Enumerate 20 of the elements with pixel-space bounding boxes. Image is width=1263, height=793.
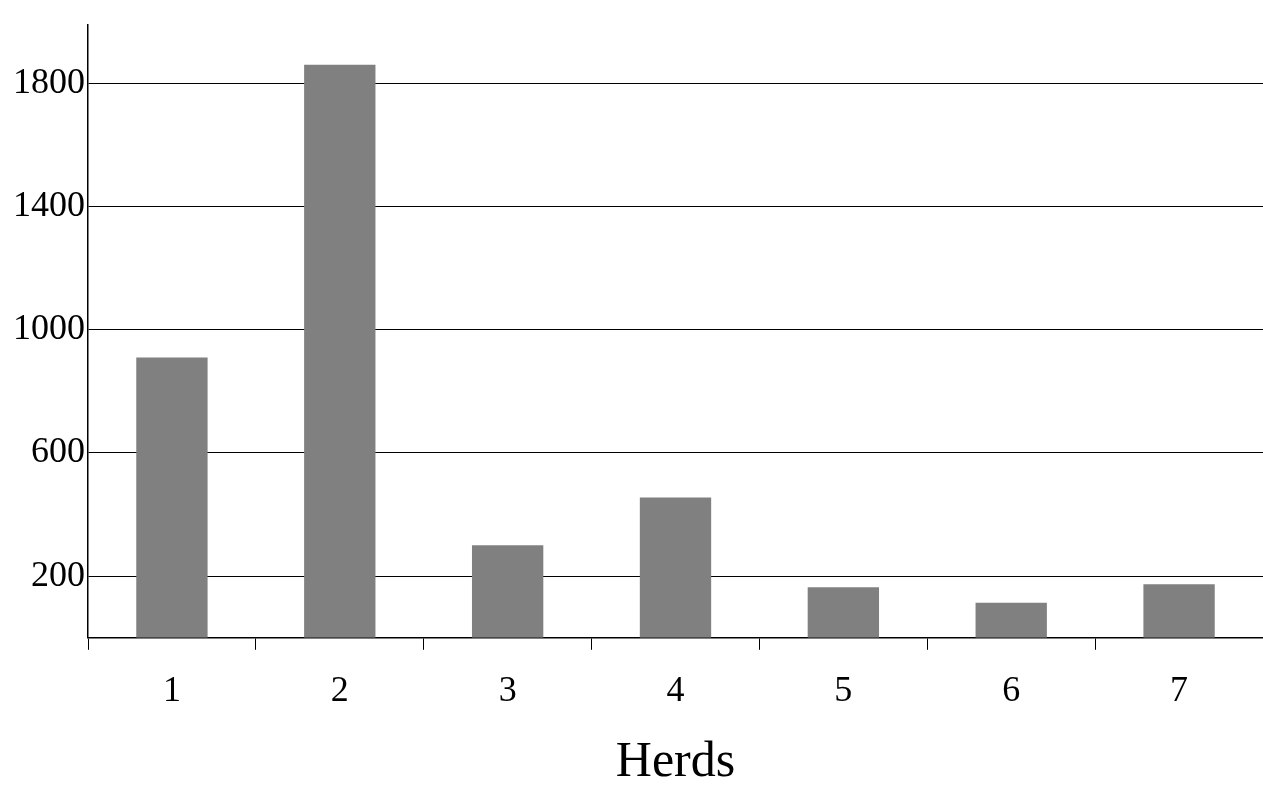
bar bbox=[471, 545, 544, 638]
bar bbox=[639, 497, 712, 638]
x-axis-title: Herds bbox=[615, 731, 736, 788]
y-tick-label: 1000 bbox=[13, 307, 85, 348]
bar bbox=[1143, 584, 1215, 638]
y-tick-label: 600 bbox=[31, 430, 85, 471]
y-tick-label: 1800 bbox=[13, 60, 85, 101]
x-tick-label: 3 bbox=[498, 668, 517, 709]
x-tick-label: 4 bbox=[666, 668, 685, 709]
x-tick-label: 2 bbox=[330, 668, 349, 709]
bar bbox=[975, 602, 1047, 638]
y-tick-label: 1400 bbox=[13, 183, 85, 224]
bar bbox=[807, 587, 880, 638]
y-tick-label: 200 bbox=[31, 553, 85, 594]
x-tick-label: 1 bbox=[162, 668, 181, 709]
bar bbox=[136, 357, 208, 638]
x-tick-label: 6 bbox=[1002, 668, 1021, 709]
x-tick-label: 5 bbox=[834, 668, 853, 709]
bar bbox=[304, 64, 376, 638]
x-tick-label: 7 bbox=[1170, 668, 1189, 709]
